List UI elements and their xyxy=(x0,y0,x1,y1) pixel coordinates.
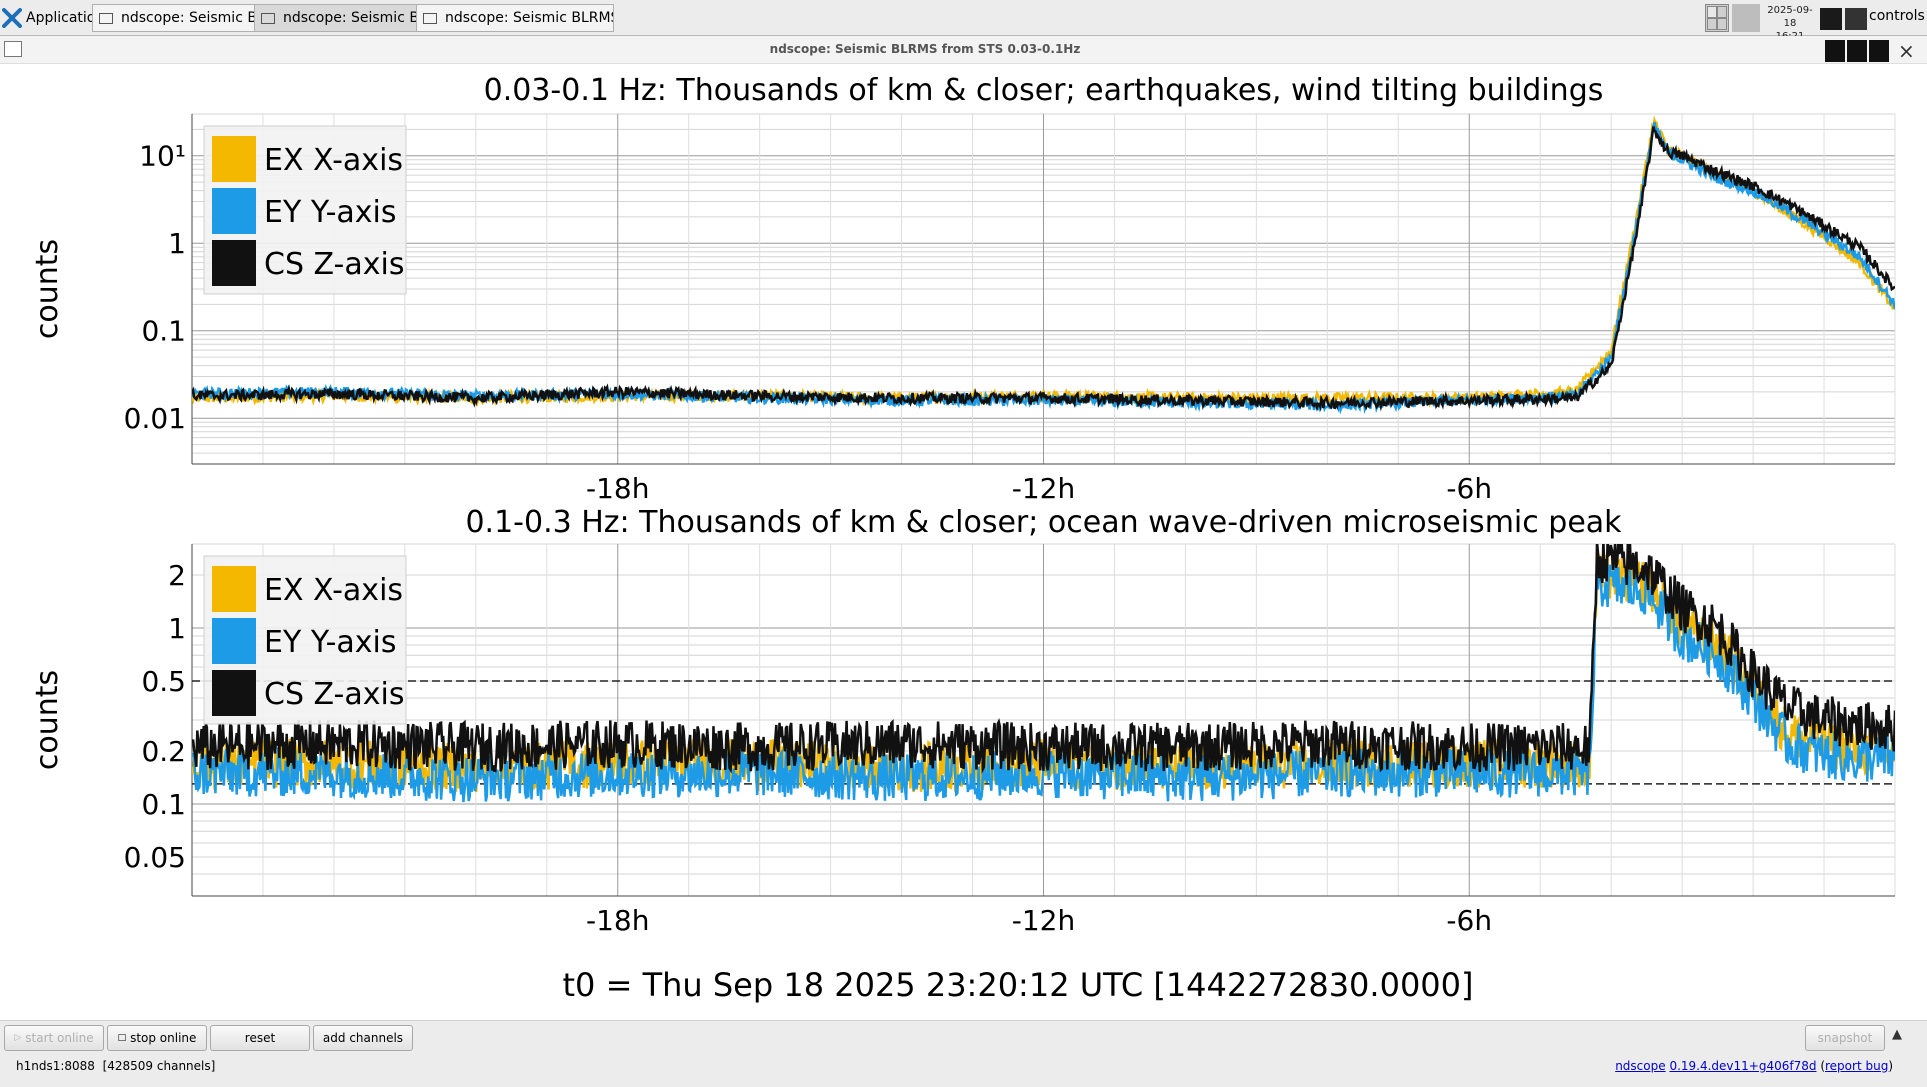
y-tick-label: 10¹ xyxy=(139,140,186,173)
legend-label: CS Z-axis xyxy=(264,677,404,712)
applications-menu-button[interactable]: Applications xyxy=(2,4,112,32)
window-close-button[interactable]: × xyxy=(1898,39,1915,63)
x-tick-label: -18h xyxy=(586,472,649,505)
y-tick-label: 0.5 xyxy=(141,665,186,698)
reset-label: reset xyxy=(244,1031,276,1045)
legend-label: EX X-axis xyxy=(264,143,403,178)
series-line xyxy=(192,121,1895,415)
plot-title: 0.1-0.3 Hz: Thousands of km & closer; oc… xyxy=(465,505,1622,540)
y-axis-label: counts xyxy=(30,670,65,770)
plot-panel-1: 0.01 0.1 1 10¹ -18h -12h -6h counts 0.03-0.1 Hz:… xyxy=(30,73,1896,505)
server-address: h1nds1:8088 xyxy=(16,1059,95,1073)
y-tick-label: 0.01 xyxy=(124,402,186,435)
plot-title: 0.03-0.1 Hz: Thousands of km & closer; e… xyxy=(484,73,1604,108)
y-tick-label: 0.05 xyxy=(124,841,186,874)
plots-svg[interactable]: 0.01 0.1 1 10¹ -18h -12h -6h counts 0.03-0.1 Hz:… xyxy=(0,64,1927,1020)
snapshot-button[interactable]: snapshot xyxy=(1805,1025,1885,1051)
legend-swatch xyxy=(212,240,256,286)
reset-button[interactable]: reset xyxy=(210,1025,310,1051)
start-icon: ▷ xyxy=(14,1033,22,1043)
clock-date: 2025-09-18 xyxy=(1767,5,1813,29)
user-name[interactable]: controls xyxy=(1869,8,1925,24)
xfce-logo-icon xyxy=(2,8,22,28)
snapshot-label: snapshot xyxy=(1817,1031,1873,1045)
x-tick-label: -12h xyxy=(1012,904,1075,937)
version-link[interactable]: 0.19.4.dev11+g406f78d xyxy=(1669,1059,1817,1073)
x-tick-label: -12h xyxy=(1012,472,1075,505)
channel-count: [428509 channels] xyxy=(102,1059,216,1073)
taskbar: Applications ndscope: Seismic BLRMS f...… xyxy=(0,0,1927,42)
y-tick-label: 0.1 xyxy=(141,315,186,348)
stop-icon: □ xyxy=(117,1033,127,1043)
y-tick-label: 0.1 xyxy=(141,788,186,821)
legend-label: EY Y-axis xyxy=(264,625,397,660)
legend-label: EX X-axis xyxy=(264,573,403,608)
legend-label: EY Y-axis xyxy=(264,195,397,230)
network-tray-icon[interactable] xyxy=(1820,8,1842,30)
x-tick-label: -6h xyxy=(1446,472,1492,505)
shade-button[interactable] xyxy=(1869,40,1889,62)
taskbar-window-tab-3[interactable]: ndscope: Seismic BLRMS f... xyxy=(416,4,614,32)
plot-area: 0.01 0.1 1 10¹ -18h -12h -6h counts 0.03-0.1 Hz:… xyxy=(0,64,1927,1020)
bottom-toolbar: ▷ start online □ stop online reset add c… xyxy=(0,1020,1927,1087)
stop-online-button[interactable]: □ stop online xyxy=(107,1025,207,1051)
legend-swatch xyxy=(212,188,256,234)
y-tick-label: 0.2 xyxy=(141,735,186,768)
stop-online-label: stop online xyxy=(130,1031,197,1045)
y-axis-label: counts xyxy=(30,239,65,339)
series-line xyxy=(192,544,1895,775)
clock[interactable]: 2025-09-18 16:21 xyxy=(1763,4,1817,42)
t0-label: t0 = Thu Sep 18 2025 23:20:12 UTC [14422… xyxy=(563,966,1474,1004)
status-server: h1nds1:8088 [428509 channels] xyxy=(16,1059,215,1073)
minimize-button[interactable] xyxy=(1825,40,1845,62)
window-icon xyxy=(261,12,275,24)
plot-panel-2: 0.05 0.1 0.2 0.5 1 2 -18h -12h -6h counts 0.1-0.3 … xyxy=(30,505,1896,937)
window-icon xyxy=(423,12,437,24)
taskbar-tab-label: ndscope: Seismic BLRMS f... xyxy=(121,10,289,26)
workspace-pager[interactable] xyxy=(1705,4,1729,32)
window-icon xyxy=(99,12,113,24)
legend-swatch xyxy=(212,566,256,612)
status-version: ndscope 0.19.4.dev11+g406f78d (report bu… xyxy=(1615,1059,1893,1073)
y-tick-label: 1 xyxy=(168,612,186,645)
taskbar-tab-label: ndscope: Seismic BLRMS f... xyxy=(445,10,613,26)
legend-swatch xyxy=(212,670,256,716)
legend: EX X-axis EY Y-axis CS Z-axis xyxy=(203,555,407,725)
x-tick-label: -18h xyxy=(586,904,649,937)
start-online-button[interactable]: ▷ start online xyxy=(4,1025,104,1051)
window-titlebar: ndscope: Seismic BLRMS from STS 0.03-0.1… xyxy=(0,36,1927,64)
report-bug-link[interactable]: report bug xyxy=(1825,1059,1889,1073)
maximize-button[interactable] xyxy=(1847,40,1867,62)
workspace-pager-secondary[interactable] xyxy=(1732,4,1760,32)
x-tick-label: -6h xyxy=(1446,904,1492,937)
add-channels-button[interactable]: add channels xyxy=(313,1025,413,1051)
y-tick-label: 2 xyxy=(168,559,186,592)
legend-swatch xyxy=(212,136,256,182)
legend-swatch xyxy=(212,618,256,664)
taskbar-tab-label: ndscope: Seismic BLRMS f... xyxy=(283,10,451,26)
window-menu-icon[interactable] xyxy=(4,41,22,57)
window-title: ndscope: Seismic BLRMS from STS 0.03-0.1… xyxy=(769,42,1081,56)
series-line xyxy=(192,126,1895,412)
applications-label: Applications xyxy=(26,10,112,26)
ndscope-link[interactable]: ndscope xyxy=(1615,1059,1666,1073)
user-tray-icon[interactable] xyxy=(1845,8,1867,30)
start-online-label: start online xyxy=(25,1031,94,1045)
add-channels-label: add channels xyxy=(322,1031,404,1045)
collapse-icon[interactable]: ▲ xyxy=(1892,1027,1902,1042)
y-tick-label: 1 xyxy=(168,227,186,260)
legend-label: CS Z-axis xyxy=(264,247,404,282)
legend: EX X-axis EY Y-axis CS Z-axis xyxy=(203,125,407,295)
